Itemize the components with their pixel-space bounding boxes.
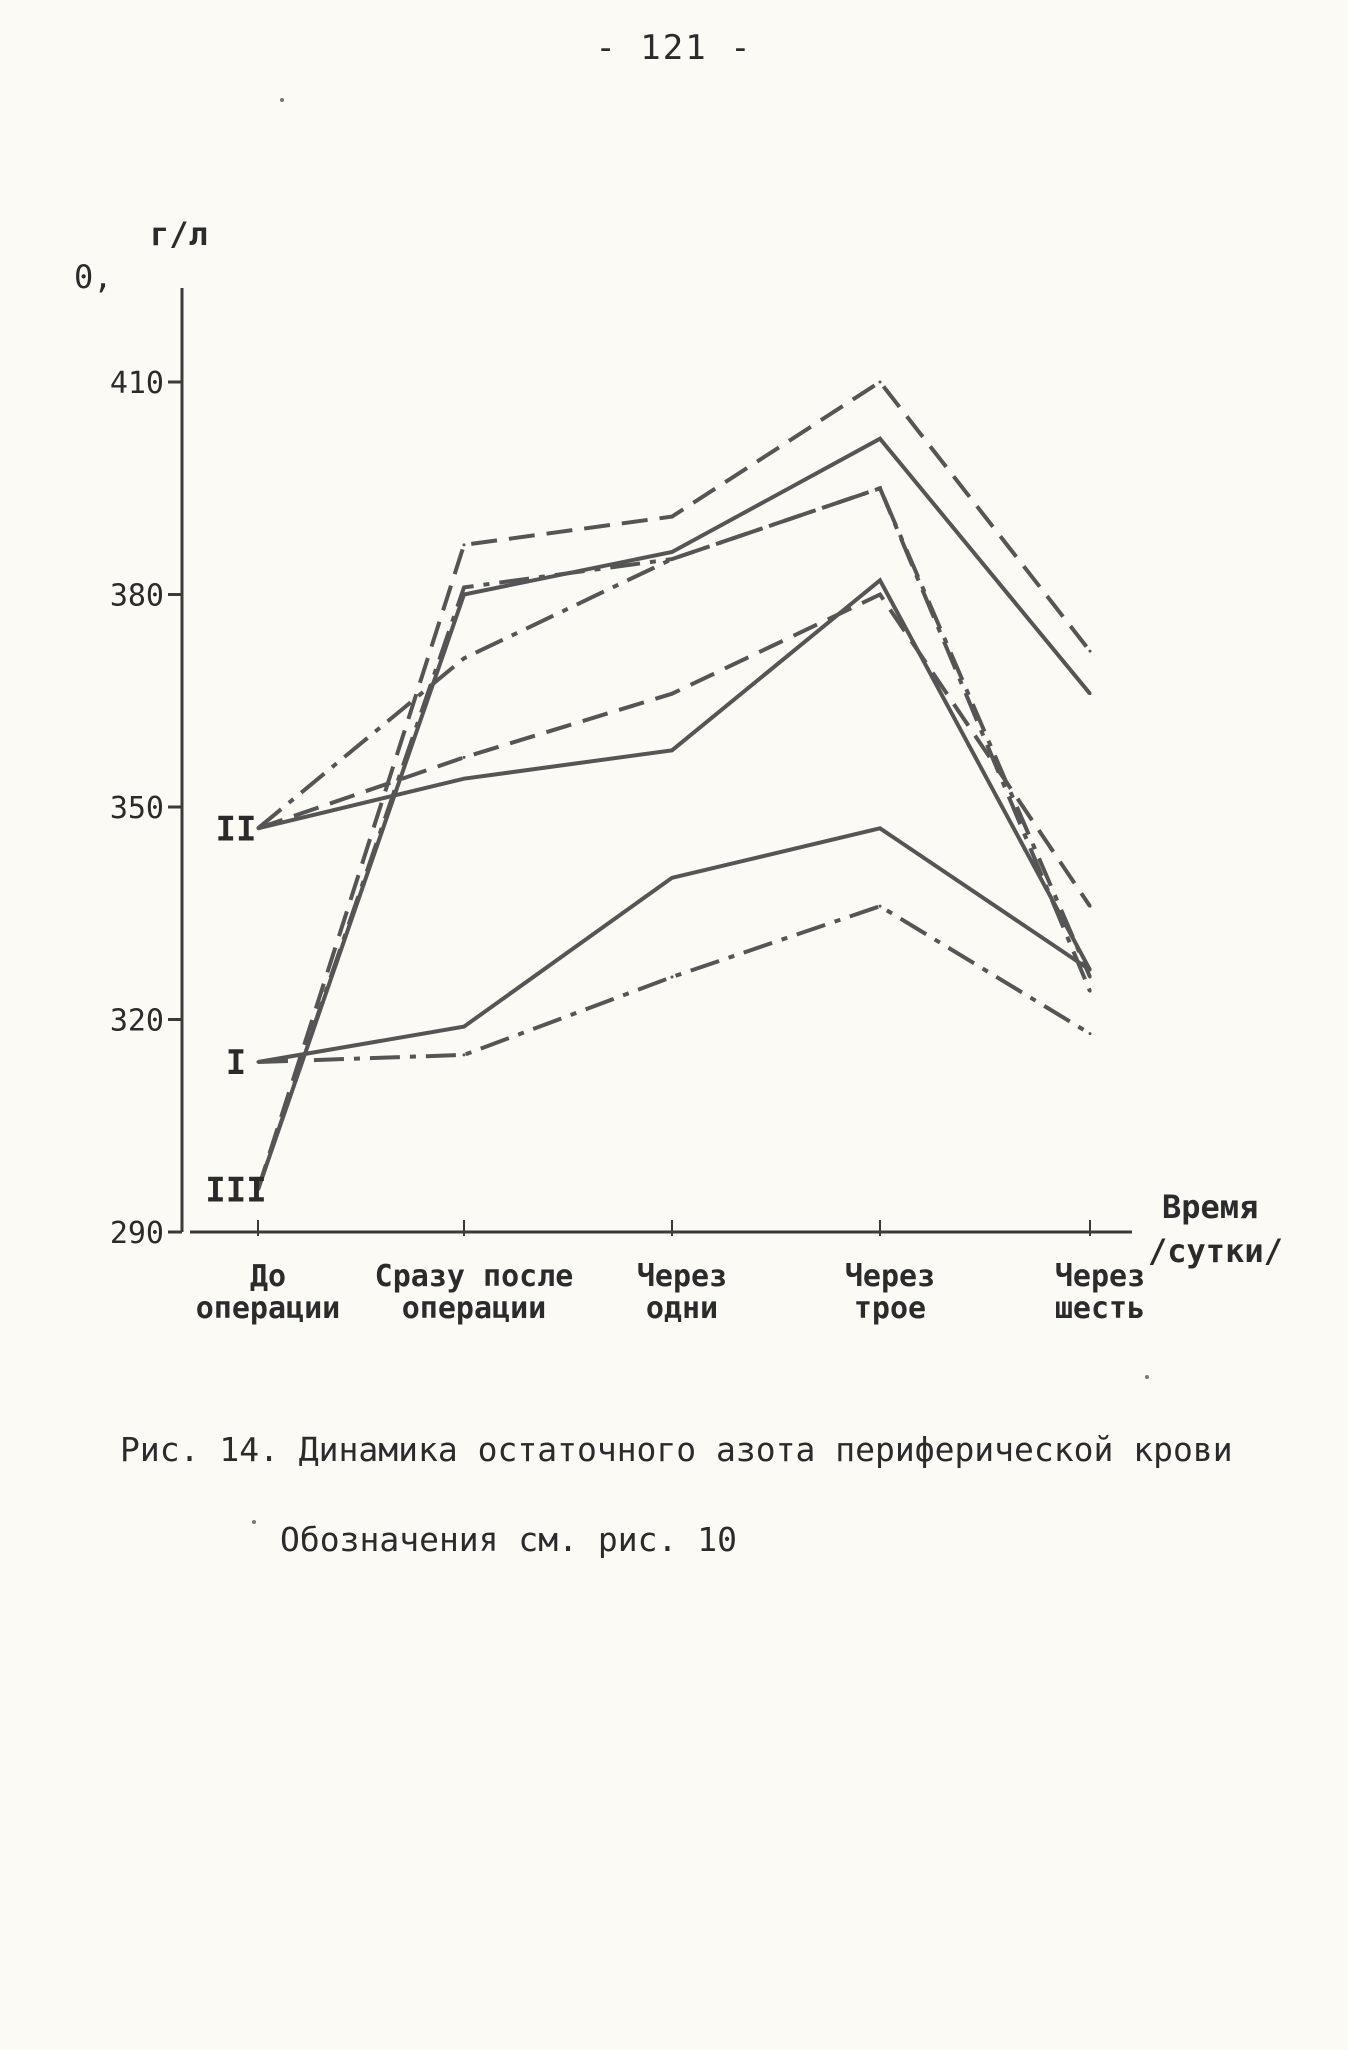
y-tick-label: 320	[110, 1004, 164, 1039]
data-point	[256, 826, 260, 830]
series-line-ii-dashdot	[256, 485, 1092, 978]
data-point	[878, 380, 882, 384]
scan-speck	[1145, 1375, 1149, 1379]
x-tick-label: одни	[646, 1291, 718, 1326]
group-label: I	[226, 1043, 246, 1083]
y-axis-prefix: 0,	[74, 258, 113, 296]
x-tick-label: Через	[845, 1259, 935, 1294]
data-point	[670, 550, 674, 554]
data-point	[1088, 968, 1092, 972]
data-point	[878, 578, 882, 582]
figure-caption: Рис. 14. Динамика остаточного азота пери…	[120, 1430, 1233, 1469]
scan-speck	[280, 98, 284, 102]
data-point	[878, 826, 882, 830]
data-point	[462, 1025, 466, 1029]
data-point	[462, 1053, 466, 1057]
data-point	[462, 543, 466, 547]
data-point	[1088, 989, 1092, 993]
data-point	[462, 656, 466, 660]
series-line-ii-solid	[257, 577, 1092, 971]
data-point	[670, 975, 674, 979]
series-line-i-solid	[257, 826, 1092, 1064]
y-axis-label: г/л	[150, 215, 208, 253]
y-tick-label: 380	[110, 579, 164, 614]
data-point	[462, 755, 466, 759]
data-point	[670, 557, 674, 561]
x-tick-label: шесть	[1055, 1291, 1145, 1326]
data-point	[670, 692, 674, 696]
y-tick-label: 350	[110, 791, 164, 826]
data-point	[670, 876, 674, 880]
data-point	[1088, 649, 1092, 653]
series-line-i-dashdot	[257, 904, 1092, 1064]
data-point	[256, 1188, 260, 1191]
data-point	[670, 515, 674, 519]
figure-note: Обозначения см. рис. 10	[280, 1520, 737, 1559]
x-tick-label: Сразу после	[375, 1259, 574, 1294]
data-point	[878, 904, 882, 908]
data-point	[462, 585, 466, 589]
data-point	[878, 593, 882, 596]
data-point	[670, 748, 674, 752]
y-tick-label: 290	[110, 1216, 164, 1251]
y-axis-ticks: 290 320 350 380 410	[110, 366, 182, 1251]
data-point	[1088, 975, 1092, 979]
x-tick-label: операции	[402, 1291, 547, 1326]
x-axis-label-line2: /сутки/	[1148, 1232, 1283, 1270]
x-tick-label: операции	[196, 1291, 341, 1326]
x-tick-label: трое	[854, 1291, 926, 1326]
x-tick-label: Через	[637, 1259, 727, 1294]
x-tick-label: Через	[1055, 1259, 1145, 1294]
data-point	[878, 437, 882, 441]
x-axis-label-line1: Время	[1162, 1188, 1258, 1226]
group-label: III	[205, 1171, 266, 1211]
x-tick-label: До	[250, 1259, 286, 1294]
scan-speck	[252, 1520, 256, 1524]
group-label: II	[216, 809, 257, 849]
series-lines	[256, 379, 1092, 1191]
y-tick-label: 410	[110, 366, 164, 401]
data-point	[878, 486, 882, 490]
series-line-iii-solid	[256, 436, 1092, 1191]
page-number: - 121 -	[595, 28, 753, 68]
data-point	[256, 1060, 260, 1064]
data-point	[1088, 692, 1092, 696]
data-point	[1088, 1032, 1092, 1036]
data-point	[1088, 904, 1092, 908]
data-point	[462, 777, 466, 781]
series-line-iii-dashdot	[256, 485, 1092, 1191]
